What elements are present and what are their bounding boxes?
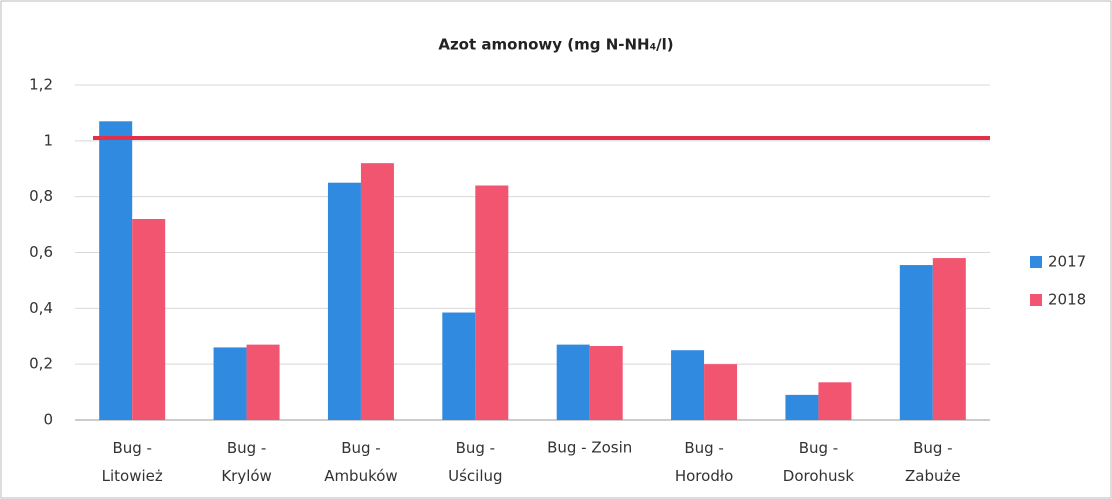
x-tick-label: Bug - Zabuże: [905, 439, 961, 485]
x-tick-label: Bug - Uścilug: [448, 439, 502, 485]
x-tick-label: Bug - Litowież: [102, 439, 163, 485]
x-tick-line: Dorohusk: [783, 467, 855, 485]
x-tick-line: Zabuże: [905, 467, 961, 485]
x-tick-line: Bug -: [913, 439, 953, 457]
y-tick-label: 0,6: [29, 243, 53, 261]
x-tick-line: Bug -: [799, 439, 839, 457]
y-tick-label: 0: [43, 411, 53, 429]
x-tick-label: Bug - Horodło: [675, 439, 733, 485]
bar: [360, 163, 394, 420]
x-tick-line: Bug -: [227, 439, 267, 457]
y-tick-label: 0,2: [29, 355, 53, 373]
legend-swatch: [1030, 294, 1042, 306]
x-tick-line: Bug -: [341, 439, 381, 457]
x-tick-line: Krylów: [221, 467, 272, 485]
x-tick-label: Bug - Zosin: [547, 439, 632, 457]
bar: [704, 364, 738, 420]
y-tick-label: 1,2: [29, 76, 53, 94]
bar: [442, 312, 476, 420]
bar: [818, 382, 852, 420]
legend-swatch: [1030, 256, 1042, 268]
bar: [213, 347, 247, 420]
bar: [785, 394, 819, 420]
bar: [899, 265, 933, 420]
y-tick-label: 1: [43, 131, 53, 149]
x-tick-line: Uścilug: [448, 467, 502, 485]
bar: [589, 346, 623, 420]
y-tick-label: 0,8: [29, 187, 53, 205]
x-tick-line: Ambuków: [324, 467, 398, 485]
bar: [132, 219, 166, 420]
bar: [671, 350, 705, 420]
x-tick-line: Litowież: [102, 467, 163, 485]
x-tick-line: Bug -: [684, 439, 724, 457]
bar: [932, 258, 966, 420]
legend-label: 2018: [1048, 291, 1086, 309]
bar: [556, 344, 590, 420]
chart-title: Azot amonowy (mg N-NH₄/l): [438, 36, 673, 54]
legend-label: 2017: [1048, 253, 1086, 271]
y-tick-label: 0,4: [29, 299, 53, 317]
x-tick-line: Bug -: [456, 439, 496, 457]
bar: [246, 344, 280, 420]
x-tick-label: Bug - Krylów: [221, 439, 272, 485]
x-tick-line: Horodło: [675, 467, 733, 485]
bar: [99, 121, 133, 421]
x-tick-label: Bug - Dorohusk: [783, 439, 855, 485]
bar: [327, 182, 361, 420]
bar: [475, 185, 509, 420]
x-tick-label: Bug - Ambuków: [324, 439, 398, 485]
x-tick-line: Bug -: [112, 439, 152, 457]
